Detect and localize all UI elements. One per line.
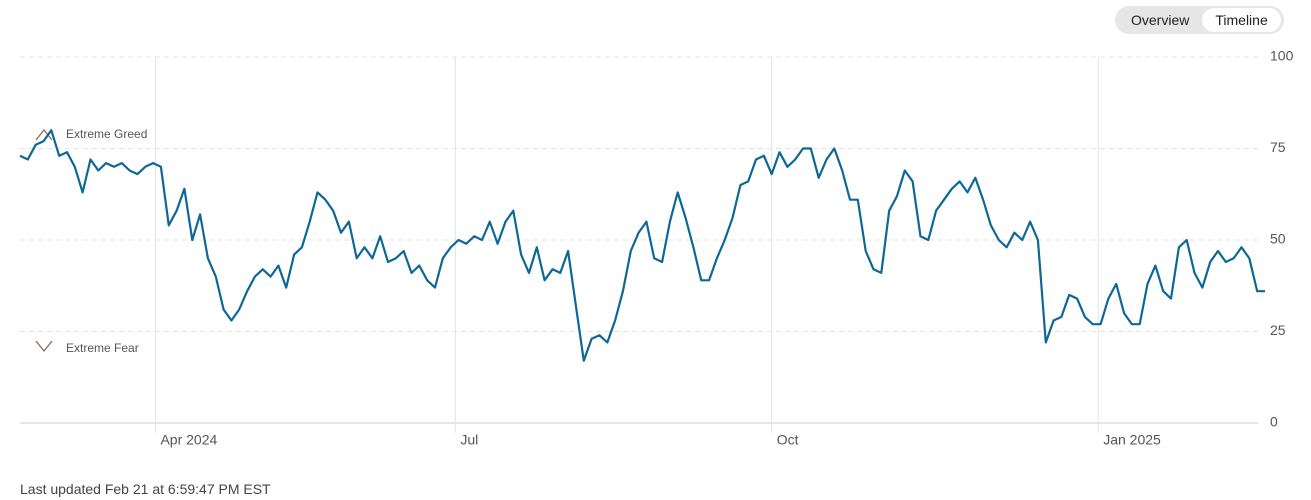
x-tick-label: Jul	[460, 432, 478, 448]
y-tick-label: 75	[1270, 139, 1286, 155]
tab[interactable]: Timeline	[1202, 8, 1281, 32]
x-tick-label: Apr 2024	[160, 432, 217, 448]
y-tick-label: 50	[1270, 231, 1286, 247]
y-tick-label: 25	[1270, 322, 1286, 338]
tab[interactable]: Overview	[1131, 12, 1190, 28]
line	[19, 129, 1265, 362]
chart: 0 25 50 75 100 Apr 2024 Jul Oct Jan 2025 Extreme …	[19, 48, 1294, 448]
fear-icon	[35, 340, 53, 353]
last-updated: Last updated Feb 21 at 6:59:47 PM EST	[20, 481, 271, 497]
tab-switch: Overview Timeline	[1115, 6, 1284, 34]
x-tick-label: Oct	[777, 432, 799, 448]
y-tick-label: 100	[1270, 48, 1294, 64]
greed-icon	[35, 128, 53, 141]
annotation: Extreme Greed	[66, 127, 147, 141]
annotation: Extreme Fear	[66, 341, 139, 355]
x-tick-label: Jan 2025	[1103, 432, 1161, 448]
y-tick-label: 0	[1270, 414, 1278, 430]
